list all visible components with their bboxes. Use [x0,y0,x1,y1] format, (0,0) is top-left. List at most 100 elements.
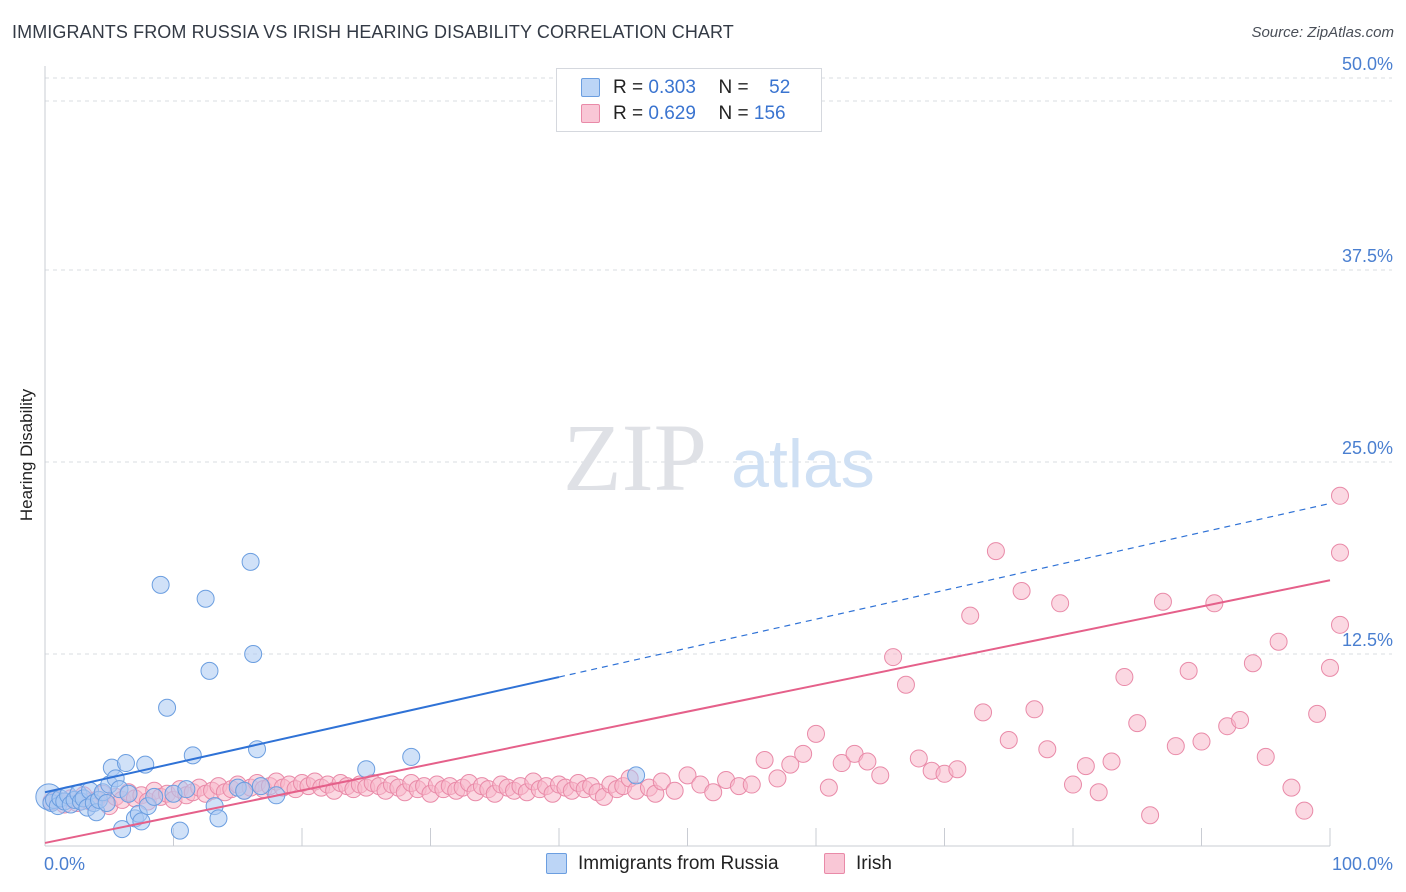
irish-point [1321,658,1339,677]
x-tick-label: 0.0% [44,854,85,874]
trend-lines [44,502,1331,844]
irish-point [1308,704,1327,723]
irish-point [974,703,993,722]
legend-n-label: N = [718,77,749,98]
russia-point [97,793,116,812]
irish-point [755,750,774,769]
irish-point [807,724,825,743]
irish-point [896,675,915,694]
russia-point [627,766,646,785]
irish-point [948,760,967,779]
irish-point [704,783,723,802]
irish-point [999,731,1018,750]
stats-legend: R = 0.303 N = 52 R = 0.629 N = 156 [556,68,822,132]
irish-point [961,606,980,625]
y-tick-label: 25.0% [1342,438,1393,458]
russia-point [177,780,196,799]
russia-point [200,661,219,680]
russia-point [251,777,270,796]
irish-point [1243,654,1262,673]
russia-point [145,787,164,806]
y-tick-label: 50.0% [1342,54,1393,74]
legend-r-value-irish: 0.629 [648,103,696,124]
russia-points [35,552,646,840]
bottom-legend-swatch-russia [546,853,567,874]
irish-point [1295,801,1314,820]
russia-point [119,784,138,803]
y-tick-label: 37.5% [1342,246,1393,266]
irish-points [42,486,1349,825]
irish-point [678,766,697,785]
irish-point [1282,778,1301,797]
irish-point [1038,740,1057,759]
legend-n-value-irish: 156 [753,103,786,124]
irish-point [781,755,800,774]
grid-lines [44,66,1392,847]
irish-point [1179,661,1198,680]
russia-point [244,645,263,663]
irish-point [665,781,684,800]
irish-point [1331,615,1349,634]
irish-point [986,542,1005,561]
irish-point [1128,714,1147,733]
irish-point [768,769,787,788]
bottom-legend-label-irish: Irish [856,853,892,874]
bottom-legend-label-russia: Immigrants from Russia [578,853,779,874]
legend-swatch-irish [581,104,600,123]
irish-point [1012,582,1031,601]
russia-point [158,698,177,717]
russia-trend-line [44,676,560,794]
watermark-zip: ZIP [563,404,707,511]
russia-point [402,747,421,766]
legend-r-label: R = [613,77,644,98]
y-tick-labels: 12.5% 25.0% 37.5% 50.0% [1342,54,1393,650]
irish-point [909,749,928,768]
legend-n-value-russia: 52 [769,77,791,98]
irish-point [1089,783,1108,802]
irish-point [652,772,671,791]
legend-r-value-russia: 0.303 [648,77,696,98]
x-tick-label: 100.0% [1332,854,1393,874]
irish-point [871,766,890,785]
irish-point [1064,775,1082,794]
irish-point [1076,757,1095,776]
irish-trend-line [44,579,1331,844]
irish-point [884,648,903,667]
russia-point [209,809,228,828]
legend-n-label: N = [718,103,749,124]
russia-point [116,754,135,773]
irish-point [794,744,813,763]
russia-point [170,821,189,840]
irish-point [832,754,851,773]
watermark-atlas: atlas [731,426,875,502]
irish-point [1051,594,1070,613]
irish-point [1166,737,1185,756]
russia-point [151,575,170,594]
irish-point [1331,543,1349,562]
irish-point [1025,700,1044,719]
legend-r-label: R = [613,103,644,124]
irish-point [1192,732,1211,751]
y-tick-label: 12.5% [1342,630,1393,650]
irish-point [1256,747,1275,766]
chart-title: IMMIGRANTS FROM RUSSIA VS IRISH HEARING … [12,22,734,42]
irish-point [858,752,877,771]
irish-point [1231,711,1250,730]
irish-point [1102,752,1121,771]
irish-point [1141,806,1160,825]
irish-point [1331,486,1349,505]
legend-swatch-russia [581,78,600,97]
source-label: Source: ZipAtlas.com [1251,24,1394,41]
x-tick-labels: 0.0% 100.0% [44,854,1393,874]
irish-point [1269,632,1288,651]
irish-point [1115,668,1134,687]
irish-point [819,778,838,797]
russia-point [241,552,260,571]
russia-point [235,781,254,800]
bottom-legend-swatch-irish [824,853,845,874]
russia-trend-extension [558,502,1331,678]
irish-point [742,775,761,794]
irish-point [1153,592,1172,611]
watermark: ZIP atlas [563,404,875,511]
